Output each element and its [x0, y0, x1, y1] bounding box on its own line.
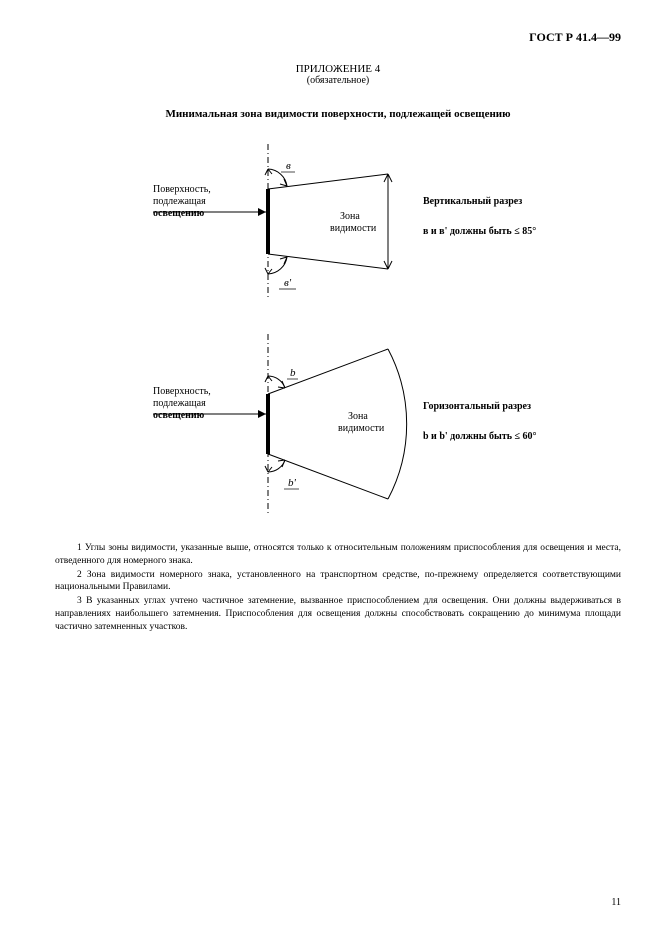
angle-bp-label: b'	[288, 477, 297, 489]
angle-ap-label: в'	[284, 277, 292, 289]
top-right-l1: Вертикальный разрез	[423, 196, 522, 207]
bot-zone-l1: Зона	[348, 411, 368, 422]
section-title: Минимальная зона видимости поверхности, …	[55, 108, 621, 120]
top-right-l2: в и в' должны быть ≤ 85°	[423, 226, 536, 237]
angle-b-label: b	[290, 367, 296, 379]
angle-a-label: в	[286, 160, 291, 172]
bot-zone-l2: видимости	[338, 423, 385, 434]
doc-id: ГОСТ Р 41.4—99	[55, 30, 621, 45]
note-3: 3 В указанных углах учтено частичное зат…	[55, 595, 621, 633]
top-surface-l2: подлежащая	[153, 196, 206, 207]
note-2: 2 Зона видимости номерного знака, устано…	[55, 569, 621, 595]
bot-surface-l3: освещению	[153, 410, 205, 421]
top-zone-l2: видимости	[330, 223, 377, 234]
page-number: 11	[611, 897, 621, 908]
appendix-subtitle: (обязательное)	[55, 75, 621, 86]
top-surface-l1: Поверхность,	[153, 184, 211, 195]
notes-block: 1 Углы зоны видимости, указанные выше, о…	[55, 542, 621, 634]
bot-right-l1: Горизонтальный разрез	[423, 401, 531, 412]
appendix-title: ПРИЛОЖЕНИЕ 4	[55, 63, 621, 75]
top-surface-l3: освещению	[153, 208, 205, 219]
bot-surface-l2: подлежащая	[153, 398, 206, 409]
page-root: ГОСТ Р 41.4—99 ПРИЛОЖЕНИЕ 4 (обязательно…	[0, 0, 661, 936]
top-zone-l1: Зона	[340, 211, 360, 222]
bot-surface-l1: Поверхность,	[153, 386, 211, 397]
visibility-diagrams: в в' Поверхность, подлежащая освещению З…	[55, 134, 621, 534]
note-1: 1 Углы зоны видимости, указанные выше, о…	[55, 542, 621, 568]
bot-right-l2: b и b' должны быть ≤ 60°	[423, 431, 537, 442]
